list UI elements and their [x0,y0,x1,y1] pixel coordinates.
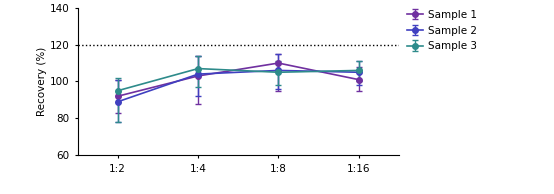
Legend: Sample 1, Sample 2, Sample 3: Sample 1, Sample 2, Sample 3 [407,10,477,51]
Y-axis label: Recovery (%): Recovery (%) [37,47,47,116]
